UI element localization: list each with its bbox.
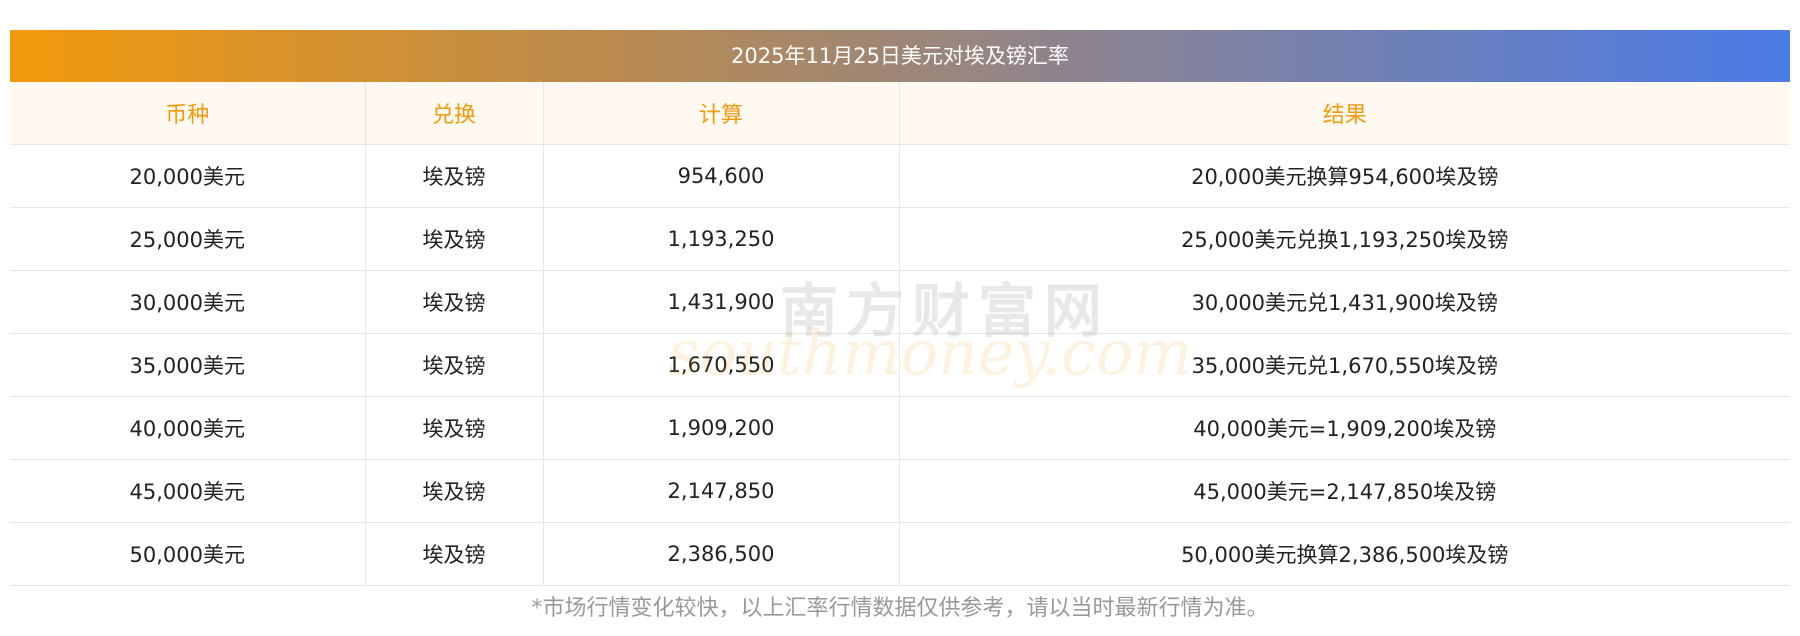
header-row: 币种 兑换 计算 结果 (10, 82, 1790, 145)
table-row: 25,000美元 埃及镑 1,193,250 25,000美元兑换1,193,2… (10, 207, 1790, 271)
table-row: 50,000美元 埃及镑 2,386,500 50,000美元换算2,386,5… (10, 522, 1790, 586)
table-body: 20,000美元 埃及镑 954,600 20,000美元换算954,600埃及… (10, 144, 1790, 586)
cell-calculation: 1,909,200 (543, 396, 900, 460)
cell-result: 50,000美元换算2,386,500埃及镑 (899, 522, 1790, 586)
header-currency: 币种 (10, 82, 366, 145)
cell-exchange: 埃及镑 (365, 459, 544, 523)
cell-exchange: 埃及镑 (365, 270, 544, 334)
cell-result: 40,000美元=1,909,200埃及镑 (899, 396, 1790, 460)
cell-exchange: 埃及镑 (365, 333, 544, 397)
disclaimer-note: *市场行情变化较快，以上汇率行情数据仅供参考，请以当时最新行情为准。 (531, 596, 1269, 621)
cell-exchange: 埃及镑 (365, 207, 544, 271)
header-exchange: 兑换 (365, 82, 544, 145)
cell-exchange: 埃及镑 (365, 522, 544, 586)
cell-calculation: 1,193,250 (543, 207, 900, 271)
header-calculation: 计算 (543, 82, 900, 145)
table-header: 币种 兑换 计算 结果 (10, 82, 1790, 145)
cell-currency: 20,000美元 (10, 144, 366, 208)
cell-calculation: 954,600 (543, 144, 900, 208)
cell-currency: 25,000美元 (10, 207, 366, 271)
exchange-rate-table: 币种 兑换 计算 结果 20,000美元 埃及镑 954,600 20,000美… (10, 82, 1790, 586)
cell-currency: 50,000美元 (10, 522, 366, 586)
cell-result: 45,000美元=2,147,850埃及镑 (899, 459, 1790, 523)
cell-currency: 35,000美元 (10, 333, 366, 397)
header-result: 结果 (899, 82, 1790, 145)
table-row: 20,000美元 埃及镑 954,600 20,000美元换算954,600埃及… (10, 144, 1790, 208)
cell-currency: 30,000美元 (10, 270, 366, 334)
cell-calculation: 2,147,850 (543, 459, 900, 523)
cell-currency: 45,000美元 (10, 459, 366, 523)
cell-exchange: 埃及镑 (365, 144, 544, 208)
cell-result: 20,000美元换算954,600埃及镑 (899, 144, 1790, 208)
table-title: 2025年11月25日美元对埃及镑汇率 (10, 30, 1790, 82)
cell-result: 30,000美元兑1,431,900埃及镑 (899, 270, 1790, 334)
exchange-rate-panel: 2025年11月25日美元对埃及镑汇率 币种 兑换 计算 结果 20,000美元… (10, 30, 1790, 586)
cell-result: 35,000美元兑1,670,550埃及镑 (899, 333, 1790, 397)
cell-result: 25,000美元兑换1,193,250埃及镑 (899, 207, 1790, 271)
table-row: 30,000美元 埃及镑 1,431,900 30,000美元兑1,431,90… (10, 270, 1790, 334)
cell-exchange: 埃及镑 (365, 396, 544, 460)
table-row: 35,000美元 埃及镑 1,670,550 35,000美元兑1,670,55… (10, 333, 1790, 397)
cell-calculation: 2,386,500 (543, 522, 900, 586)
cell-calculation: 1,431,900 (543, 270, 900, 334)
table-row: 45,000美元 埃及镑 2,147,850 45,000美元=2,147,85… (10, 459, 1790, 523)
table-row: 40,000美元 埃及镑 1,909,200 40,000美元=1,909,20… (10, 396, 1790, 460)
cell-calculation: 1,670,550 (543, 333, 900, 397)
cell-currency: 40,000美元 (10, 396, 366, 460)
